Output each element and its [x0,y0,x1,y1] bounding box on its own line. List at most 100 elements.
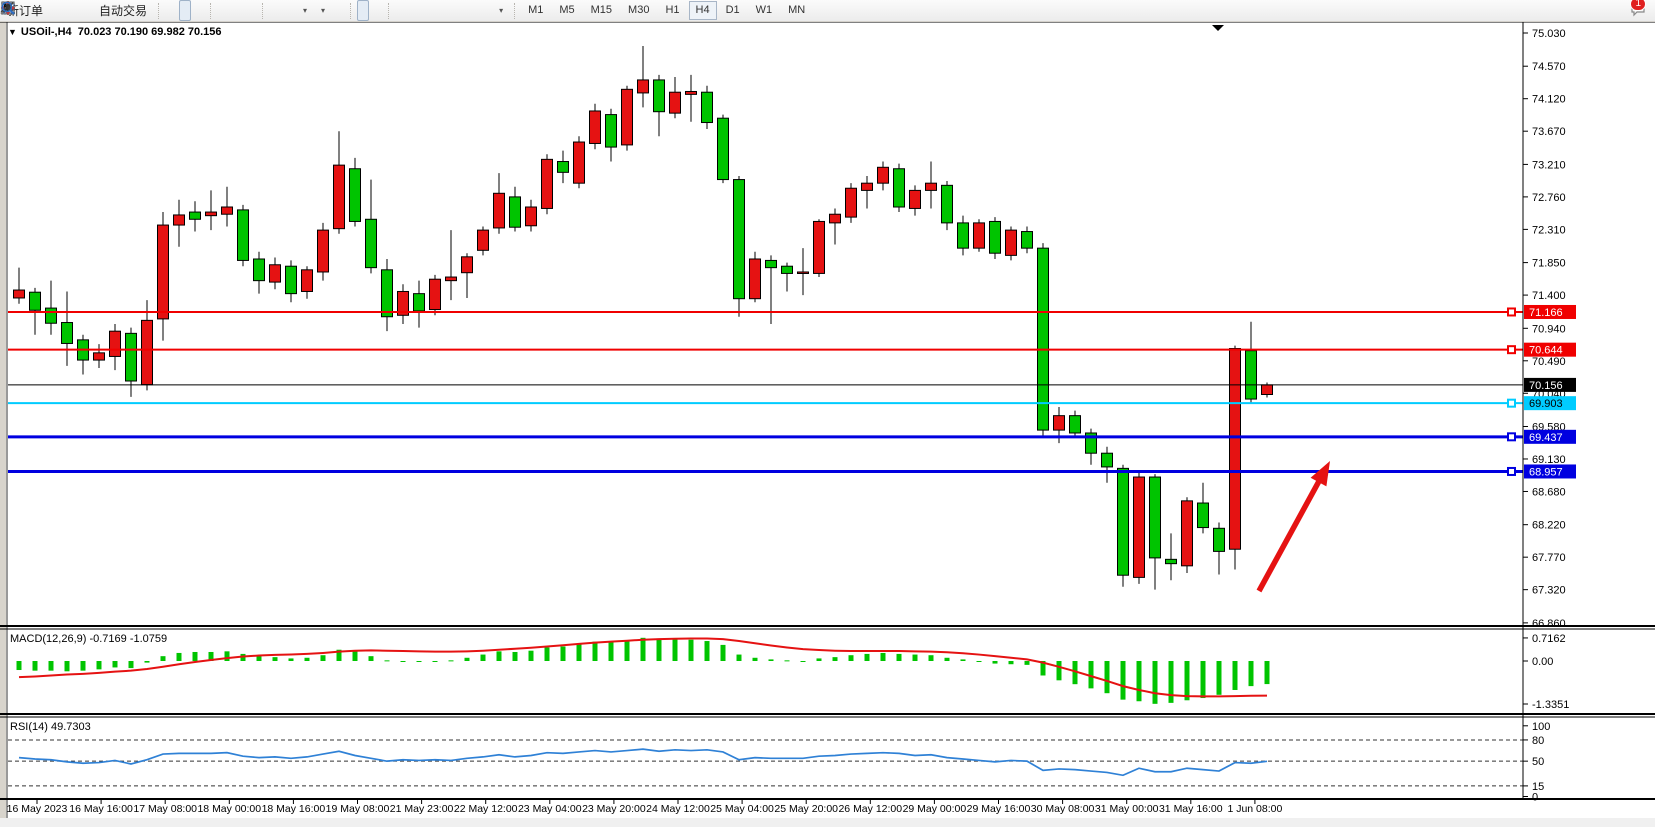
macd-histogram-bar [32,661,38,671]
trend-arrow-annotation[interactable] [1256,461,1330,593]
line-chart-icon[interactable] [1,0,205,21]
macd-histogram-bar [432,661,438,662]
macd-histogram-bar [352,651,358,661]
macd-histogram-bar [912,654,918,661]
macd-histogram-bar [16,661,22,671]
vertical-line-icon[interactable] [7,0,407,21]
templates-icon[interactable] [1,0,345,21]
macd-histogram-bar [464,657,470,661]
candlestick-series [13,45,1273,590]
macd-histogram-bar [576,644,582,661]
horizontal-line-icon[interactable] [1,0,421,21]
candle-body [61,322,73,344]
macd-histogram-bar [448,660,454,662]
zoom-in-icon[interactable] [1,0,229,21]
time-tick-label: 25 May 20:00 [774,803,838,815]
macd-histogram-bar [848,655,854,661]
timeframe-h1-button[interactable]: H1 [665,4,680,16]
text-icon[interactable]: A [4,0,477,21]
timeframe-d1-button[interactable]: D1 [725,4,740,16]
channel-icon[interactable]: E [0,0,449,21]
chart-ohlc-values: 70.023 70.190 69.982 70.156 [77,26,222,38]
chat-button[interactable]: 1 [1629,0,1646,21]
symbol-dropdown-icon[interactable]: ▼ [8,27,17,37]
support-line-68957-handle[interactable] [1507,466,1516,476]
candle-body [733,179,745,300]
time-tick-label: 23 May 20:00 [582,803,646,815]
autotrading-button[interactable]: 自动交易 [1,0,153,21]
cursor-icon[interactable] [4,0,370,21]
candle-body [1005,229,1017,256]
macd-histogram-bar [368,656,374,661]
candle-body [589,110,601,144]
candle-body [557,161,569,173]
macd-histogram-bar [544,647,550,661]
macd-histogram-bar [880,652,886,661]
candle-body [1261,384,1273,396]
auto-scroll-icon[interactable] [1,0,281,21]
trendline-icon[interactable] [0,0,435,21]
timeframe-m1-button[interactable]: M1 [528,4,544,16]
candle-body [93,352,105,361]
candle-body [173,214,185,226]
zoom-out-icon[interactable] [1,0,243,21]
search-button[interactable] [1,0,1627,21]
macd-histogram-bar [80,661,86,671]
support-line-69437-handle[interactable] [1507,432,1516,442]
macd-histogram-bar [128,661,134,669]
crosshair-icon[interactable] [1,0,383,21]
support-line-69903-handle[interactable] [1507,398,1516,408]
rsi-tick-label: 80 [1532,735,1544,747]
candle-body [797,271,809,274]
macd-tick-label: 0.00 [1532,656,1553,668]
candle-body [333,164,345,230]
candle-body [1181,500,1193,567]
candle-body [941,184,953,224]
macd-histogram-bar [1152,661,1158,704]
arrows-icon[interactable]: ▾ [1,0,509,21]
time-axis[interactable]: 16 May 2023 16 May 16:00 17 May 08:00 18 Ma… [0,800,1655,827]
price-tick-label: 71.400 [1532,290,1566,302]
timeframe-mn-button[interactable]: MN [788,4,806,16]
macd-histogram-bar [96,661,102,670]
text-label-icon[interactable]: T [1,0,491,21]
time-tick-label: 29 May 00:00 [903,803,967,815]
chart-shift-icon[interactable] [1,0,295,21]
indicators-icon[interactable]: ▾ [1,0,313,21]
chart-shift-marker[interactable] [1212,25,1224,31]
macd-histogram-bar [736,654,742,661]
timeframe-m15-button[interactable]: M15 [590,4,613,16]
time-tick-label: 31 May 00:00 [1095,803,1159,815]
macd-histogram-bar [48,661,54,671]
periods-icon[interactable]: ▾ [1,0,331,21]
macd-histogram-bar [1232,661,1238,690]
timeframe-m5-button[interactable]: M5 [559,4,575,16]
candle-body [989,220,1001,254]
macd-histogram-bar [160,656,166,661]
candle-body [781,265,793,274]
macd-histogram-bar [208,651,214,661]
signals-icon[interactable] [1,0,91,21]
fibonacci-icon[interactable]: F [1,0,463,21]
resistance-line-70644-handle[interactable] [1507,345,1516,355]
candle-body [317,229,329,273]
price-marker-box [1524,342,1576,357]
candlestick-chart-icon[interactable] [2,0,192,21]
timeframe-w1-button[interactable]: W1 [755,4,773,16]
candle-body [1229,348,1241,550]
macd-histogram-bar [928,655,934,661]
timeframe-h4-button[interactable]: H4 [688,1,717,20]
bar-chart-icon[interactable] [2,0,177,21]
macd-histogram-bar [1168,661,1174,703]
navigator-icon[interactable] [2,0,77,21]
macd-histogram-bar [272,657,278,661]
price-marker-label: 69.437 [1529,432,1563,444]
candle-body [269,264,281,283]
tile-windows-icon[interactable] [2,0,257,21]
market-watch-icon[interactable] [1,0,63,21]
price-axis[interactable]: 75.030 74.570 74.120 73.670 73.210 72.760 72.3… [1523,28,1576,804]
macd-histogram-bar [992,661,998,664]
svg-text:A: A [4,1,13,15]
resistance-line-71166-handle[interactable] [1507,307,1516,317]
timeframe-m30-button[interactable]: M30 [628,4,650,16]
